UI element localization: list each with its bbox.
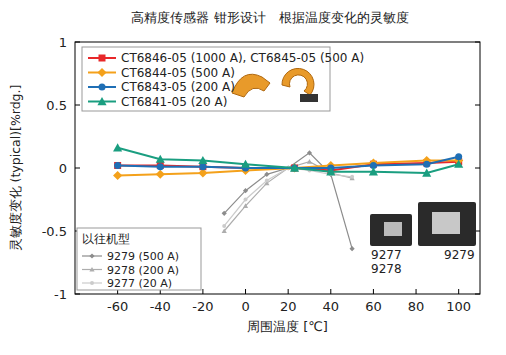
legend-marker bbox=[97, 97, 106, 105]
x-tick-label: -60 bbox=[107, 299, 128, 314]
legend-label: CT6846-05 (1000 A), CT6845-05 (500 A) bbox=[121, 51, 364, 65]
point bbox=[199, 163, 206, 170]
photo bbox=[432, 212, 460, 234]
x-tick-label: 40 bbox=[323, 299, 340, 314]
x-tick-label: -20 bbox=[192, 299, 213, 314]
legend-marker bbox=[97, 68, 106, 77]
y-tick-label: 0.5 bbox=[46, 98, 67, 113]
point bbox=[350, 246, 355, 251]
legend: CT6846-05 (1000 A), CT6845-05 (500 A)CT6… bbox=[82, 47, 364, 111]
photo bbox=[282, 68, 314, 95]
photo bbox=[418, 202, 476, 246]
y-tick bbox=[75, 105, 80, 106]
point bbox=[307, 159, 312, 164]
series-line bbox=[118, 157, 459, 168]
legend-marker bbox=[90, 281, 94, 285]
y-tick bbox=[75, 168, 80, 169]
plot-area bbox=[75, 42, 480, 294]
legend-marker bbox=[99, 55, 106, 62]
frame bbox=[75, 42, 480, 294]
series-line bbox=[118, 148, 459, 173]
series-line bbox=[224, 168, 352, 226]
x-tick-label: 80 bbox=[408, 299, 425, 314]
point bbox=[422, 168, 431, 176]
legend-marker bbox=[99, 84, 106, 91]
y-axis-label: 灵敏度变化 (typical)[%rdg.] bbox=[8, 85, 23, 252]
point bbox=[241, 160, 250, 168]
y-tick-label: 1 bbox=[59, 35, 67, 50]
chart: 高精度传感器 钳形设计 根据温度变化的灵敏度 -1 -0.5 0 0.5 1 -60 -40 -… bbox=[0, 0, 506, 355]
point bbox=[222, 211, 227, 216]
x-tick bbox=[416, 289, 417, 294]
legend-box bbox=[77, 228, 201, 290]
x-tick bbox=[202, 289, 203, 294]
annotation: 9278 bbox=[371, 262, 402, 276]
legend-label: 9278 (200 A) bbox=[107, 264, 179, 277]
point bbox=[455, 153, 462, 160]
x-tick bbox=[373, 289, 374, 294]
x-tick bbox=[288, 289, 289, 294]
point bbox=[369, 167, 378, 175]
point bbox=[114, 162, 121, 169]
x-tick bbox=[245, 289, 246, 294]
legend-label: 9279 (500 A) bbox=[107, 250, 179, 263]
x-tick-label: 100 bbox=[446, 299, 471, 314]
point bbox=[244, 198, 248, 202]
y-tick-label: -1 bbox=[54, 287, 67, 302]
annotation: 9279 bbox=[444, 248, 475, 262]
legend-label: CT6841-05 (20 A) bbox=[121, 95, 227, 109]
point bbox=[307, 150, 312, 155]
point bbox=[222, 224, 226, 228]
y-tick bbox=[475, 105, 480, 106]
annotation: 9277 bbox=[371, 248, 402, 262]
point bbox=[423, 161, 430, 168]
point bbox=[198, 156, 207, 164]
point bbox=[265, 179, 269, 183]
x-tick bbox=[330, 289, 331, 294]
point bbox=[199, 163, 206, 170]
point bbox=[222, 228, 227, 233]
y-tick bbox=[475, 168, 480, 169]
point bbox=[113, 143, 122, 151]
y-tick-label: -0.5 bbox=[42, 224, 67, 239]
point bbox=[326, 167, 335, 175]
photo bbox=[384, 222, 402, 236]
legend-label: 9277 (20 A) bbox=[107, 277, 172, 290]
x-tick bbox=[458, 289, 459, 294]
legend-marker bbox=[89, 253, 94, 258]
point bbox=[114, 162, 121, 169]
point bbox=[350, 175, 355, 180]
point bbox=[156, 170, 165, 179]
x-axis-label: 周围温度 [℃] bbox=[247, 319, 328, 334]
legend: 以往机型 9279 (500 A)9278 (200 A)9277 (20 A) bbox=[77, 228, 201, 290]
x-tick-label: 20 bbox=[280, 299, 297, 314]
photo bbox=[232, 74, 270, 97]
point bbox=[157, 163, 164, 170]
title: 高精度传感器 钳形设计 根据温度变化的灵敏度 bbox=[131, 10, 408, 25]
photo bbox=[370, 214, 412, 246]
point bbox=[243, 188, 248, 193]
photo bbox=[300, 94, 318, 102]
legend-marker bbox=[89, 267, 94, 272]
x-tick-label: -40 bbox=[150, 299, 171, 314]
point bbox=[264, 172, 269, 177]
y-tick-label: 0 bbox=[59, 161, 67, 176]
point bbox=[454, 160, 463, 168]
legend-label: CT6843-05 (200 A) bbox=[121, 80, 235, 94]
x-tick-label: 60 bbox=[365, 299, 382, 314]
point bbox=[156, 155, 165, 163]
point bbox=[243, 203, 248, 208]
series-line bbox=[224, 162, 352, 231]
legend-title: 以往机型 bbox=[82, 232, 130, 246]
point bbox=[350, 175, 354, 179]
point bbox=[113, 171, 122, 180]
point bbox=[290, 163, 299, 171]
legend-label: CT6844-05 (500 A) bbox=[121, 66, 235, 80]
x-tick-label: 0 bbox=[241, 299, 249, 314]
